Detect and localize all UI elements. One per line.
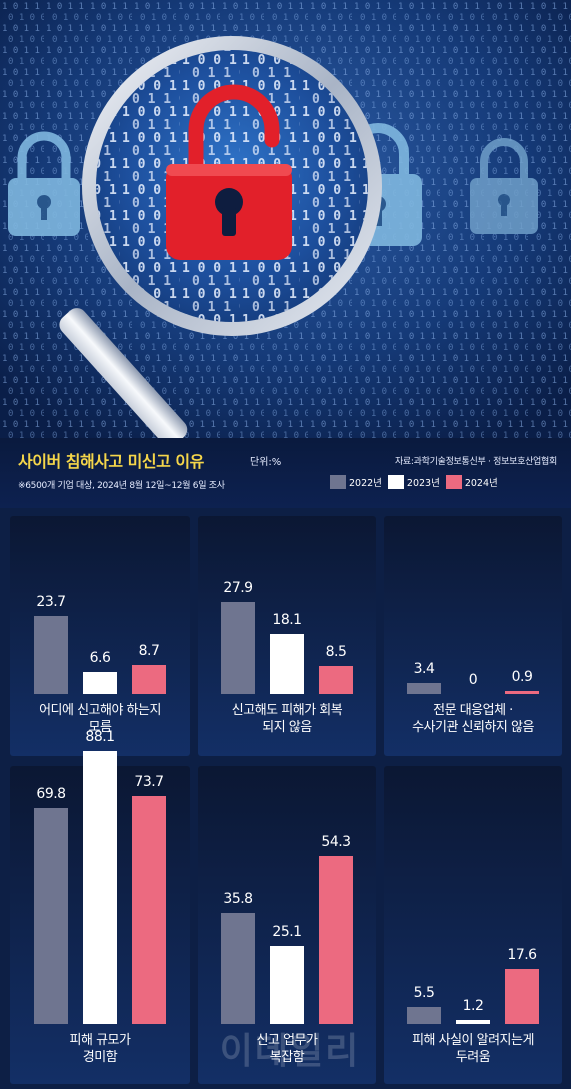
legend-swatch-2024 [445, 475, 462, 489]
category-label-line: 경미함 [82, 1050, 118, 1065]
bar [407, 1006, 441, 1024]
bar [407, 682, 441, 694]
data-label: 23.7 [36, 593, 66, 610]
data-label: 8.5 [325, 643, 347, 660]
legend-label-2024: 2024년 [464, 478, 498, 489]
legend-swatch-2023 [387, 475, 404, 489]
bar [34, 807, 68, 1024]
data-label: 54.3 [321, 833, 351, 850]
data-label: 1.2 [462, 998, 484, 1015]
legend-label-2022: 2022년 [349, 478, 382, 489]
data-label: 18.1 [272, 612, 302, 629]
data-label: 35.8 [223, 891, 253, 908]
bar [270, 634, 304, 694]
data-label: 3.4 [413, 660, 435, 677]
unit-label: 단위:% [250, 457, 282, 468]
lock-icon [8, 131, 80, 236]
bar [505, 969, 539, 1024]
category-label-line: 피해 사실이 알려지는게 [412, 1033, 534, 1048]
watermark: 이데일리 [219, 1031, 361, 1072]
category-label-line: 되지 않음 [262, 720, 312, 735]
data-label: 25.1 [272, 924, 302, 941]
category-label-line: 신고해도 피해가 회복 [231, 703, 343, 718]
bar [456, 1020, 490, 1024]
bar [34, 615, 68, 694]
bar [270, 946, 304, 1024]
bar [132, 795, 166, 1024]
bar [83, 672, 117, 694]
legend-swatch-2022 [330, 475, 346, 489]
legend-item-2022: 2022년 [330, 474, 382, 490]
data-label: 88.1 [85, 728, 115, 745]
legend: 2022년 2023년 2024년 [330, 474, 498, 490]
data-label: 69.8 [36, 785, 66, 802]
data-label: 5.5 [413, 984, 435, 1001]
data-label: 8.7 [138, 643, 160, 660]
category-label-line: 수사기관 신뢰하지 않음 [412, 720, 534, 735]
bar [132, 665, 166, 694]
legend-item-2023: 2023년 [387, 474, 440, 490]
bar [505, 691, 539, 694]
data-label: 0 [468, 672, 478, 688]
category-label-line: 전문 대응업체 · [433, 703, 513, 718]
legend-label-2023: 2023년 [406, 478, 440, 489]
bar [319, 665, 353, 694]
lock-icon [470, 138, 538, 234]
source-label: 자료:과학기술정보통신부 · 정보보호산업협회 [394, 457, 557, 467]
bar [319, 855, 353, 1024]
survey-note: ※6500개 기업 대상, 2024년 8월 12일~12월 6일 조사 [18, 481, 225, 491]
category-label-line: 복잡함 [269, 1050, 305, 1065]
category-label-line: 어디에 신고해야 하는지 [39, 703, 161, 718]
chart-panel: 3.4 0 0.9 전문 대응업체 · 수사기관 신뢰하지 않음 [384, 516, 562, 756]
category-label-line: 모름 [88, 720, 112, 735]
category-label-line: 피해 규모가 [69, 1033, 131, 1048]
data-label: 73.7 [134, 773, 164, 790]
category-label-line: 두려움 [455, 1050, 491, 1065]
category-label-line: 신고 업무가 [256, 1033, 318, 1048]
data-label: 17.6 [507, 947, 537, 964]
data-label: 0.9 [511, 669, 533, 686]
chart-title: 사이버 침해사고 미신고 이유 [18, 452, 204, 471]
bar [83, 750, 117, 1024]
unlocked-padlock-icon [166, 84, 292, 260]
bar [221, 913, 255, 1024]
category-label: 전문 대응업체 · 수사기관 신뢰하지 않음 [384, 702, 562, 736]
bar [221, 601, 255, 694]
hero-illustration: 1 0 1 1 0 1 0 0 1 0 0 1 0 1 1 0 [0, 0, 571, 438]
data-label: 27.9 [223, 579, 253, 596]
data-label: 6.6 [89, 650, 111, 667]
legend-item-2024: 2024년 [445, 474, 498, 490]
magnifier-handle [59, 308, 188, 438]
chart-header [0, 438, 571, 508]
